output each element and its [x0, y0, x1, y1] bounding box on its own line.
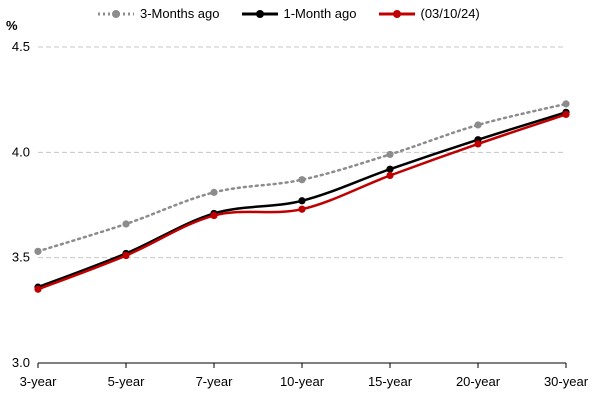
x-tick-label-3-year: 3-year	[20, 374, 58, 389]
y-tick-label-3.5: 3.5	[12, 250, 30, 265]
x-tick-label-5-year: 5-year	[108, 374, 146, 389]
legend-label-3-months-ago: 3-Months ago	[140, 6, 220, 21]
x-tick-label-30-year: 30-year	[544, 374, 589, 389]
chart-legend: 3-Months ago 1-Month ago (03/10/24)	[98, 6, 480, 21]
series-1-point-10-year	[298, 197, 306, 205]
series-0-point-5-year	[122, 220, 130, 228]
x-tick-label-10-year: 10-year	[280, 374, 325, 389]
y-tick-label-4.5: 4.5	[12, 39, 30, 54]
series-1-point-15-year	[386, 165, 394, 173]
legend-swatch-current	[378, 9, 415, 18]
y-tick-label-3.0: 3.0	[12, 355, 30, 370]
series-2-point-10-year	[298, 205, 306, 213]
y-axis-unit-label: %	[6, 18, 18, 33]
x-tick-label-7-year: 7-year	[196, 374, 234, 389]
legend-swatch-1-month-ago	[241, 9, 278, 18]
series-2-point-3-year	[34, 285, 42, 293]
legend-swatch-3-months-ago	[98, 9, 134, 18]
series-0-point-30-year	[562, 100, 570, 108]
series-2-point-20-year	[474, 140, 482, 148]
series-2-point-15-year	[386, 171, 394, 180]
legend-item-3-months-ago: 3-Months ago	[98, 6, 220, 21]
legend-item-1-month-ago: 1-Month ago	[241, 6, 357, 21]
series-0-point-7-year	[210, 188, 218, 196]
legend-label-current: (03/10/24)	[420, 6, 480, 21]
series-0-point-15-year	[386, 150, 394, 159]
legend-label-1-month-ago: 1-Month ago	[283, 6, 357, 21]
series-0-point-3-year	[34, 247, 42, 255]
series-2-point-5-year	[122, 251, 130, 260]
series-2-point-7-year	[210, 211, 218, 220]
series-0-point-10-year	[298, 176, 306, 184]
series-2-point-30-year	[562, 110, 570, 119]
legend-item-current: (03/10/24)	[378, 6, 480, 21]
y-tick-label-4.0: 4.0	[12, 144, 30, 159]
x-tick-label-20-year: 20-year	[456, 374, 501, 389]
series-0-point-20-year	[474, 121, 482, 129]
x-tick-label-15-year: 15-year	[368, 374, 413, 389]
